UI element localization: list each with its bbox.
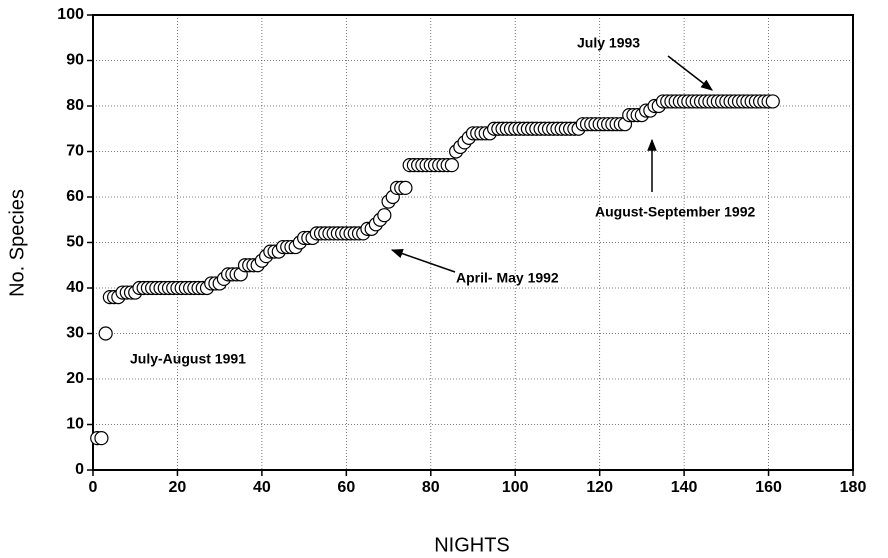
y-tick-label: 100 <box>57 6 84 23</box>
point <box>765 94 780 109</box>
points <box>90 94 780 446</box>
grid <box>92 14 854 471</box>
x-tick-label: 0 <box>89 479 98 496</box>
y-axis-label: No. Species <box>6 189 28 297</box>
annotation-arrow <box>667 55 713 91</box>
y-tick-label: 80 <box>66 97 84 114</box>
x-tick-label: 80 <box>422 479 440 496</box>
x-tick-label: 140 <box>671 479 698 496</box>
y-tick-label: 70 <box>66 143 84 160</box>
y-tick-label: 50 <box>66 234 84 251</box>
x-tick-label: 100 <box>502 479 529 496</box>
y-tick-label: 20 <box>66 370 84 387</box>
annotation: July 1993 <box>577 35 640 51</box>
y-tick-label: 60 <box>66 188 84 205</box>
y-tick-label: 40 <box>66 279 84 296</box>
x-tick-label: 40 <box>253 479 271 496</box>
x-tick-label: 120 <box>586 479 613 496</box>
y-tick-label: 90 <box>66 52 84 69</box>
annotation: July-August 1991 <box>130 351 246 367</box>
x-axis-label: NIGHTS <box>434 534 510 556</box>
y-tick-label: 30 <box>66 325 84 342</box>
annotation: August-September 1992 <box>595 204 755 220</box>
x-tick-label: 180 <box>840 479 867 496</box>
x-tick-label: 60 <box>337 479 355 496</box>
point <box>377 208 392 223</box>
y-tick-label: 0 <box>75 461 84 478</box>
point <box>444 158 459 173</box>
point <box>398 180 413 195</box>
point <box>98 326 113 341</box>
annotation: April- May 1992 <box>456 270 559 286</box>
y-tick-label: 10 <box>66 416 84 433</box>
x-tick-label: 20 <box>169 479 187 496</box>
x-tick-label: 160 <box>755 479 782 496</box>
point <box>94 431 109 446</box>
annotation-arrow <box>390 249 456 273</box>
